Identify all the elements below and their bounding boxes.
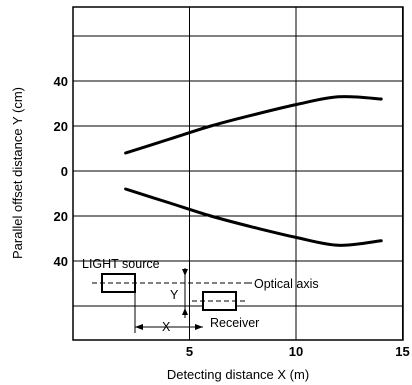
y-arrow-up [182,269,188,276]
upper-boundary-curve [124,95,383,155]
y-tick-label: 40 [54,74,68,89]
optical-axis-label: Optical axis [254,277,319,291]
receiver-label: Receiver [210,316,259,330]
x-arrow-left [135,324,143,330]
tick-labels: 40 20 0 20 40 5 10 15 [54,74,410,359]
y-marker-label: Y [170,288,179,302]
y-tick-label: 20 [54,209,68,224]
y-tick-label: 20 [54,119,68,134]
x-tick-label: 15 [395,344,409,359]
x-axis-label: Detecting distance X (m) [167,367,309,382]
y-axis-label: Parallel offset distance Y (cm) [10,87,25,259]
sensor-schematic: LIGHT source Optical axis Receiver Y X [82,257,319,334]
x-marker-label: X [162,320,171,334]
x-tick-label: 5 [186,344,193,359]
curves [124,95,383,247]
x-arrow-right [195,324,203,330]
y-arrow-down [182,308,188,315]
x-tick-label: 10 [289,344,303,359]
y-tick-label: 40 [54,254,68,269]
light-source-label: LIGHT source [82,257,160,271]
lower-boundary-curve [124,187,383,247]
y-tick-label: 0 [61,164,68,179]
plot-frame [72,6,404,341]
